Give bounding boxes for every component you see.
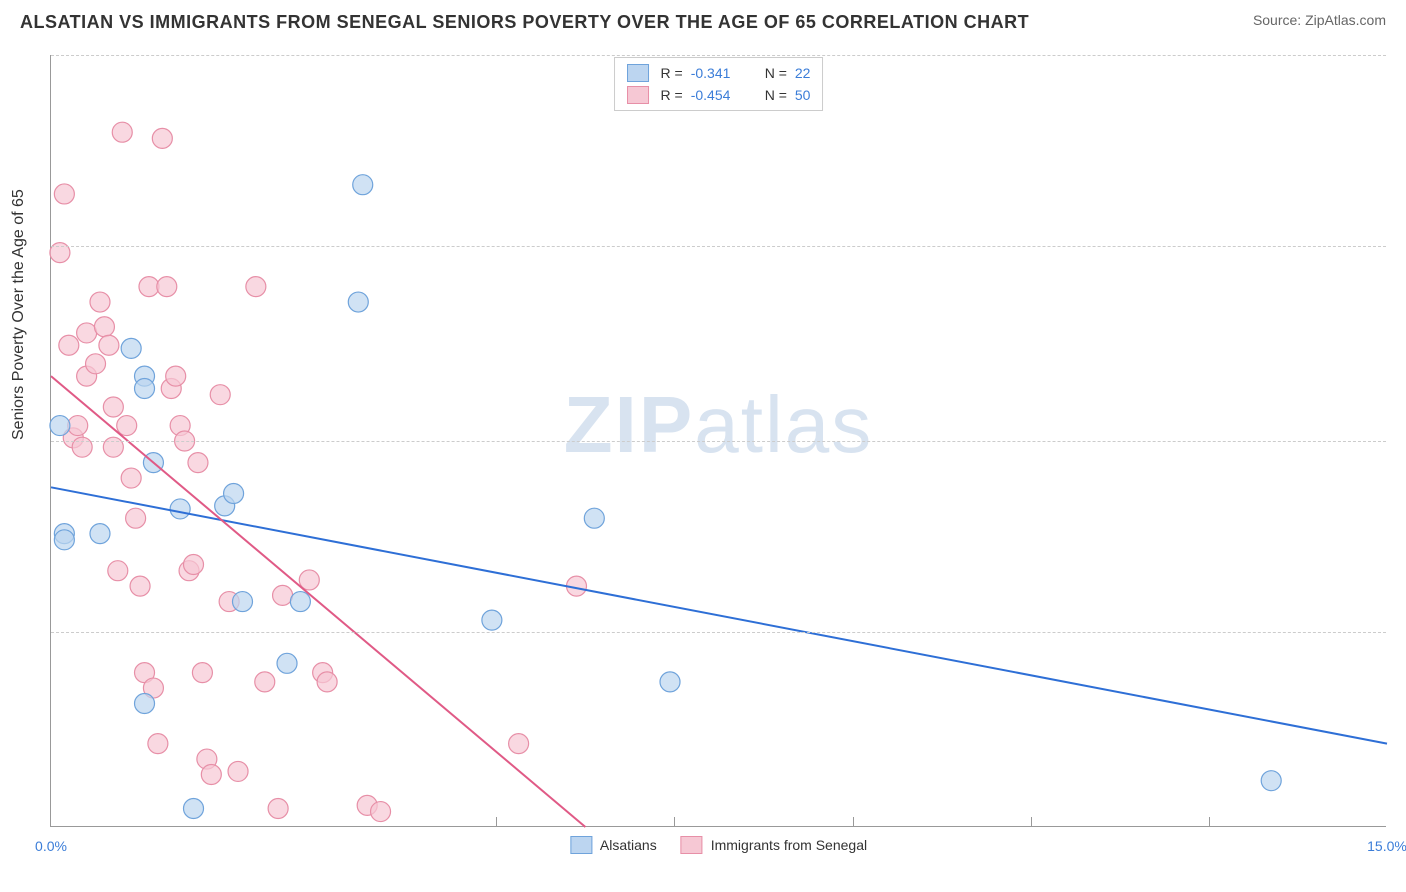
r-label: R = xyxy=(661,65,683,81)
x-tick-label: 0.0% xyxy=(35,838,67,854)
scatter-point xyxy=(268,798,288,818)
scatter-point xyxy=(371,802,391,822)
scatter-point xyxy=(77,323,97,343)
series-legend: Alsatians Immigrants from Senegal xyxy=(570,836,867,854)
n-value: 50 xyxy=(795,87,811,103)
x-tick-mark xyxy=(853,817,854,827)
scatter-point xyxy=(68,416,88,436)
scatter-point xyxy=(1261,771,1281,791)
scatter-point xyxy=(54,530,74,550)
n-label: N = xyxy=(765,87,787,103)
scatter-point xyxy=(170,499,190,519)
series-legend-item: Alsatians xyxy=(570,836,657,854)
scatter-point xyxy=(50,416,70,436)
scatter-point xyxy=(273,585,293,605)
n-label: N = xyxy=(765,65,787,81)
scatter-point xyxy=(210,385,230,405)
scatter-point xyxy=(94,317,114,337)
scatter-point xyxy=(232,592,252,612)
chart-title: ALSATIAN VS IMMIGRANTS FROM SENEGAL SENI… xyxy=(20,12,1029,33)
x-tick-mark xyxy=(674,817,675,827)
scatter-point xyxy=(126,508,146,528)
scatter-point xyxy=(117,416,137,436)
scatter-point xyxy=(192,663,212,683)
scatter-point xyxy=(317,672,337,692)
legend-row: R = -0.341 N = 22 xyxy=(627,62,811,84)
scatter-point xyxy=(509,734,529,754)
scatter-point xyxy=(277,653,297,673)
scatter-point xyxy=(130,576,150,596)
scatter-point xyxy=(90,292,110,312)
scatter-point xyxy=(112,122,132,142)
x-tick-mark xyxy=(496,817,497,827)
legend-swatch xyxy=(627,64,649,82)
scatter-point xyxy=(184,555,204,575)
x-tick-mark xyxy=(1209,817,1210,827)
scatter-point xyxy=(184,798,204,818)
r-value: -0.454 xyxy=(691,87,751,103)
scatter-point xyxy=(135,693,155,713)
series-legend-item: Immigrants from Senegal xyxy=(681,836,867,854)
trend-line xyxy=(51,376,585,827)
legend-row: R = -0.454 N = 50 xyxy=(627,84,811,106)
scatter-point xyxy=(201,765,221,785)
source-label: Source: ZipAtlas.com xyxy=(1253,12,1386,28)
scatter-point xyxy=(482,610,502,630)
scatter-point xyxy=(148,734,168,754)
scatter-point xyxy=(660,672,680,692)
x-tick-label: 15.0% xyxy=(1367,838,1406,854)
scatter-point xyxy=(290,592,310,612)
scatter-point xyxy=(348,292,368,312)
scatter-point xyxy=(228,761,248,781)
scatter-point xyxy=(224,483,244,503)
scatter-point xyxy=(59,335,79,355)
legend-swatch xyxy=(681,836,703,854)
scatter-point xyxy=(121,338,141,358)
scatter-point xyxy=(353,175,373,195)
scatter-point xyxy=(86,354,106,374)
grid-line-h xyxy=(51,246,1386,247)
scatter-point xyxy=(188,453,208,473)
trend-line xyxy=(51,487,1387,743)
scatter-point xyxy=(121,468,141,488)
r-label: R = xyxy=(661,87,683,103)
scatter-point xyxy=(103,397,123,417)
grid-line-h xyxy=(51,55,1386,56)
scatter-point xyxy=(54,184,74,204)
series-label: Alsatians xyxy=(600,837,657,853)
legend-swatch xyxy=(627,86,649,104)
grid-line-h xyxy=(51,632,1386,633)
correlation-legend: R = -0.341 N = 22 R = -0.454 N = 50 xyxy=(614,57,824,111)
r-value: -0.341 xyxy=(691,65,751,81)
scatter-point xyxy=(584,508,604,528)
scatter-point xyxy=(255,672,275,692)
chart-plot-area: ZIPatlas R = -0.341 N = 22 R = -0.454 N … xyxy=(50,55,1386,827)
scatter-point xyxy=(246,277,266,297)
scatter-point xyxy=(166,366,186,386)
scatter-point xyxy=(139,277,159,297)
n-value: 22 xyxy=(795,65,811,81)
series-label: Immigrants from Senegal xyxy=(711,837,867,853)
x-tick-mark xyxy=(1031,817,1032,827)
scatter-point xyxy=(135,379,155,399)
grid-line-h xyxy=(51,441,1386,442)
scatter-point xyxy=(152,128,172,148)
scatter-point xyxy=(90,524,110,544)
scatter-point xyxy=(157,277,177,297)
y-axis-label: Seniors Poverty Over the Age of 65 xyxy=(10,189,28,440)
scatter-point xyxy=(99,335,119,355)
scatter-point xyxy=(108,561,128,581)
legend-swatch xyxy=(570,836,592,854)
